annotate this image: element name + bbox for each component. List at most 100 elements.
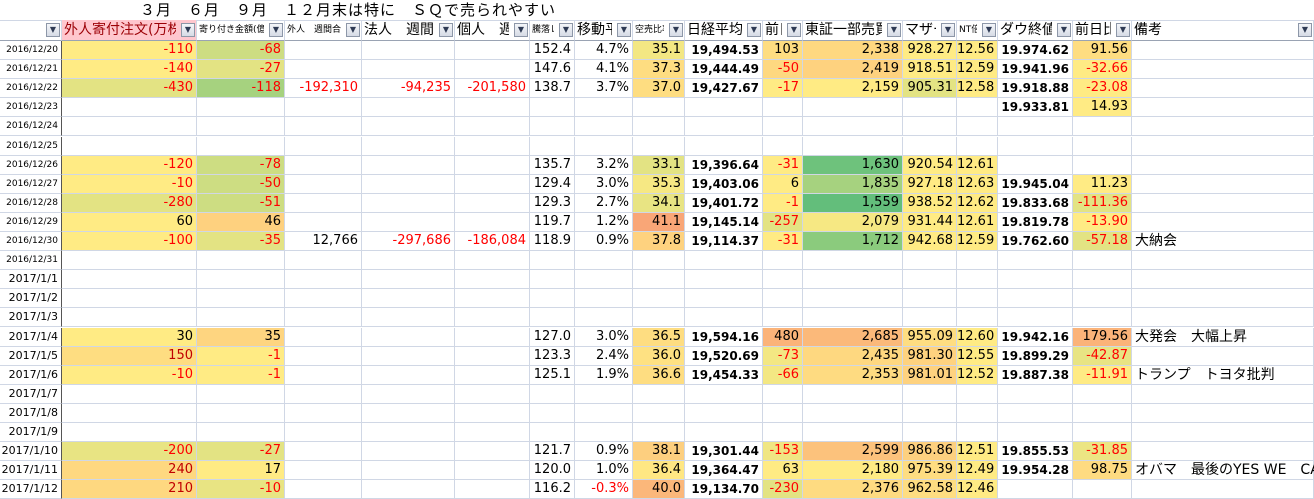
data-cell[interactable]: 19.855.53 [998,442,1073,462]
data-cell[interactable]: 60 [62,212,197,232]
filter-dropdown-icon[interactable]: ▼ [269,23,283,37]
data-cell[interactable] [285,384,362,404]
data-cell[interactable] [685,423,763,442]
data-cell[interactable]: 40.0 [633,480,685,499]
data-cell[interactable] [685,98,763,118]
date-cell[interactable]: 2016/12/27 [0,174,62,194]
data-cell[interactable] [455,41,530,60]
data-cell[interactable]: -66 [763,365,803,385]
data-cell[interactable]: 19,114.37 [685,232,763,251]
data-cell[interactable]: 12.56 [957,41,998,60]
data-cell[interactable] [633,136,685,156]
data-cell[interactable] [957,270,998,290]
data-cell[interactable]: -51 [197,193,285,213]
data-cell[interactable] [903,384,957,404]
data-cell[interactable] [575,423,633,442]
data-cell[interactable]: 905.31 [903,79,957,99]
data-cell[interactable] [455,461,530,481]
data-cell[interactable] [285,346,362,366]
data-cell[interactable] [362,327,455,347]
data-cell[interactable]: 1.2% [575,212,633,232]
data-cell[interactable]: 6 [763,174,803,194]
data-cell[interactable]: 41.1 [633,212,685,232]
data-cell[interactable]: 3.7% [575,79,633,99]
data-cell[interactable] [530,289,575,309]
note-cell[interactable] [1132,212,1314,232]
data-cell[interactable] [362,212,455,232]
data-cell[interactable] [903,117,957,137]
data-cell[interactable] [998,270,1073,290]
data-cell[interactable]: 35.1 [633,41,685,60]
data-cell[interactable] [455,212,530,232]
data-cell[interactable]: 19,520.69 [685,346,763,366]
data-cell[interactable]: -31 [763,155,803,175]
data-cell[interactable]: 12.59 [957,232,998,251]
data-cell[interactable]: 12.55 [957,346,998,366]
data-cell[interactable]: 19.899.29 [998,346,1073,366]
data-cell[interactable]: 2,419 [803,60,903,80]
date-cell[interactable]: 2017/1/11 [0,461,62,481]
data-cell[interactable]: 135.7 [530,155,575,175]
data-cell[interactable] [763,270,803,290]
data-cell[interactable] [285,365,362,385]
data-cell[interactable] [903,136,957,156]
data-cell[interactable] [362,136,455,156]
data-cell[interactable]: 12.59 [957,60,998,80]
data-cell[interactable] [903,98,957,118]
data-cell[interactable] [285,289,362,309]
data-cell[interactable] [455,251,530,271]
data-cell[interactable]: 36.4 [633,461,685,481]
data-cell[interactable]: 19,444.49 [685,60,763,80]
data-cell[interactable] [763,117,803,137]
data-cell[interactable] [285,60,362,80]
data-cell[interactable] [362,308,455,328]
filter-dropdown-icon[interactable]: ▼ [181,23,195,37]
data-cell[interactable] [285,270,362,290]
data-cell[interactable] [362,193,455,213]
data-cell[interactable] [285,480,362,499]
filter-dropdown-icon[interactable]: ▼ [982,23,996,37]
note-cell[interactable] [1132,193,1314,213]
data-cell[interactable] [285,136,362,156]
data-cell[interactable]: -10 [197,480,285,499]
data-cell[interactable] [62,117,197,137]
data-cell[interactable]: 918.51 [903,60,957,80]
data-cell[interactable] [957,117,998,137]
data-cell[interactable]: 46 [197,212,285,232]
filter-dropdown-icon[interactable]: ▼ [941,23,955,37]
date-cell[interactable]: 2016/12/29 [0,212,62,232]
data-cell[interactable]: -257 [763,212,803,232]
data-cell[interactable] [763,308,803,328]
data-cell[interactable] [455,136,530,156]
filter-dropdown-icon[interactable]: ▼ [46,23,60,37]
data-cell[interactable] [62,384,197,404]
filter-dropdown-icon[interactable]: ▼ [617,23,631,37]
data-cell[interactable]: -35 [197,232,285,251]
data-cell[interactable]: 240 [62,461,197,481]
note-cell[interactable] [1132,79,1314,99]
data-cell[interactable]: 12.49 [957,461,998,481]
data-cell[interactable] [803,308,903,328]
data-cell[interactable] [575,289,633,309]
data-cell[interactable] [575,251,633,271]
data-cell[interactable] [285,251,362,271]
data-cell[interactable] [62,270,197,290]
data-cell[interactable]: 3.2% [575,155,633,175]
data-cell[interactable]: 19,403.06 [685,174,763,194]
data-cell[interactable] [362,251,455,271]
data-cell[interactable] [903,270,957,290]
data-cell[interactable] [957,289,998,309]
data-cell[interactable] [285,41,362,60]
data-cell[interactable]: 12.61 [957,212,998,232]
filter-dropdown-icon[interactable]: ▼ [514,23,528,37]
data-cell[interactable]: 33.1 [633,155,685,175]
data-cell[interactable] [1073,480,1132,499]
data-cell[interactable] [957,251,998,271]
data-cell[interactable] [763,289,803,309]
data-cell[interactable] [803,136,903,156]
data-cell[interactable] [633,270,685,290]
data-cell[interactable]: 2,180 [803,461,903,481]
data-cell[interactable] [455,155,530,175]
data-cell[interactable] [803,270,903,290]
data-cell[interactable] [362,384,455,404]
